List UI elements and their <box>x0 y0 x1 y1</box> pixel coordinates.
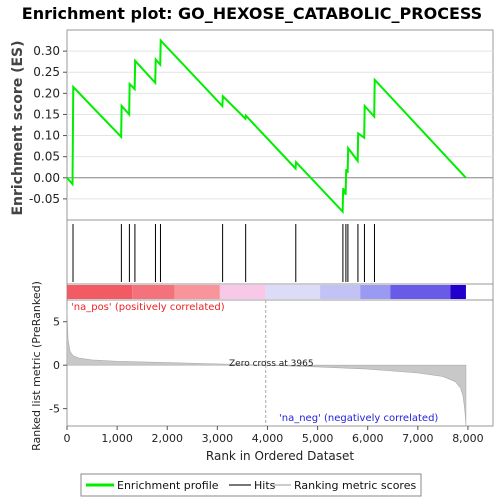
x-tick-label: 6,000 <box>352 432 384 445</box>
x-tick-label: 5,000 <box>302 432 334 445</box>
legend: Enrichment profile Hits Ranking metric s… <box>80 473 422 497</box>
x-tick-label: 2,000 <box>151 432 183 445</box>
es-ytick-label: 0.20 <box>33 86 60 100</box>
es-ytick-label: 0.00 <box>33 171 60 185</box>
color-bar-segment <box>450 285 466 299</box>
es-ytick-label: 0.25 <box>33 65 60 79</box>
legend-label-profile: Enrichment profile <box>117 479 219 492</box>
es-ytick-label: -0.05 <box>29 192 60 206</box>
es-y-axis: -0.05 0.00 0.05 0.10 0.15 0.20 0.25 0.30 <box>29 44 67 206</box>
x-tick-label: 8,000 <box>452 432 484 445</box>
color-bar-segment <box>390 285 451 299</box>
color-bar-segment <box>360 285 391 299</box>
ranking-metric-area <box>66 308 467 427</box>
positive-correlation-label: 'na_pos' (positively correlated) <box>71 302 225 313</box>
ranked-ytick-label: 5 <box>53 316 60 329</box>
negative-correlation-label: 'na_neg' (negatively correlated) <box>279 413 438 424</box>
es-ytick-label: 0.05 <box>33 150 60 164</box>
x-tick-label: 3,000 <box>202 432 234 445</box>
x-tick-label: 1,000 <box>101 432 133 445</box>
es-gridlines <box>67 50 493 200</box>
ranked-y-axis-label: Ranked list metric (PreRanked) <box>30 281 43 451</box>
legend-label-ranking: Ranking metric scores <box>294 479 416 492</box>
es-ytick-label: 0.10 <box>33 129 60 143</box>
color-bar-segment <box>219 285 266 299</box>
es-ytick-label: 0.30 <box>33 44 60 58</box>
color-bar-segment <box>67 285 133 299</box>
enrichment-profile-line <box>66 38 467 215</box>
x-tick-label: 7,000 <box>402 432 434 445</box>
es-line-layer <box>66 38 467 215</box>
x-tick-label: 0 <box>64 432 71 445</box>
legend-label-hits: Hits <box>254 479 276 492</box>
ranked-ytick-label: 0 <box>53 359 60 372</box>
ranked-metric-layer <box>66 300 467 427</box>
chart-title: Enrichment plot: GO_HEXOSE_CATABOLIC_PRO… <box>22 4 482 23</box>
ranked-y-axis: -5 0 5 <box>49 316 67 416</box>
color-bar-segment <box>320 285 361 299</box>
es-ytick-label: 0.15 <box>33 107 60 121</box>
es-y-axis-label: Enrichment score (ES) <box>10 40 26 215</box>
es-panel-frame <box>66 29 494 221</box>
color-bar-segment <box>132 285 175 299</box>
color-bar-segment <box>265 285 321 299</box>
x-axis: 0 1,000 2,000 3,000 4,000 5,000 6,000 7,000 8,00… <box>64 426 484 445</box>
ranked-ytick-label: -5 <box>49 403 60 416</box>
x-tick-label: 4,000 <box>252 432 284 445</box>
color-bar-segment <box>174 285 220 299</box>
color-bar <box>67 285 466 299</box>
hits-panel-frame <box>66 219 494 285</box>
zero-cross-label: Zero cross at 3965 <box>229 359 314 369</box>
x-axis-label: Rank in Ordered Dataset <box>206 449 354 463</box>
hits-layer <box>72 224 375 282</box>
